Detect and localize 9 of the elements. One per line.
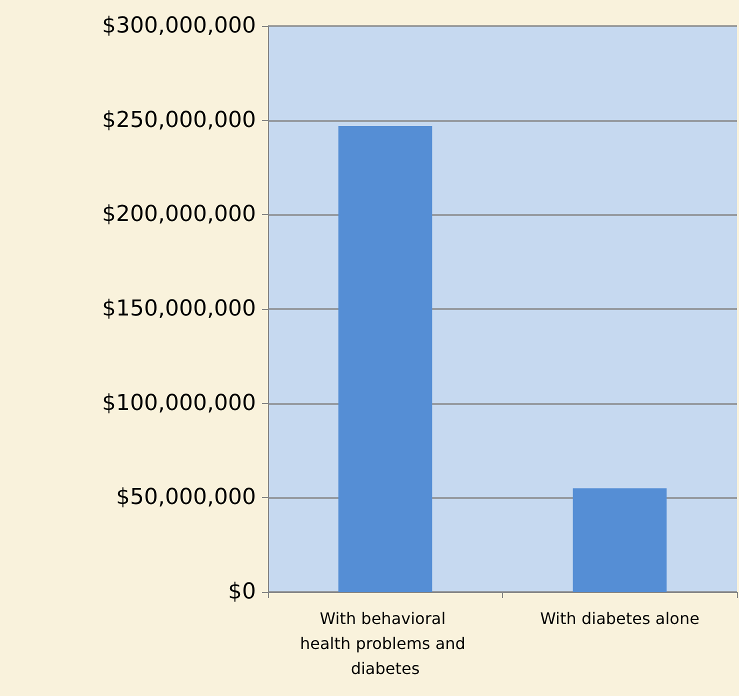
- x-tick-label: With behavioral health problems and diabetes: [300, 609, 471, 678]
- y-tick-label: $0: [228, 580, 256, 604]
- y-tick-label: $200,000,000: [102, 202, 256, 228]
- y-tick-label: $300,000,000: [102, 14, 256, 38]
- x-tick-label: With diabetes alone: [540, 609, 700, 628]
- y-tick-label: $100,000,000: [102, 390, 256, 416]
- y-tick-label: $150,000,000: [102, 296, 256, 322]
- y-tick-label: $250,000,000: [102, 108, 256, 133]
- y-tick-label: $50,000,000: [116, 485, 256, 510]
